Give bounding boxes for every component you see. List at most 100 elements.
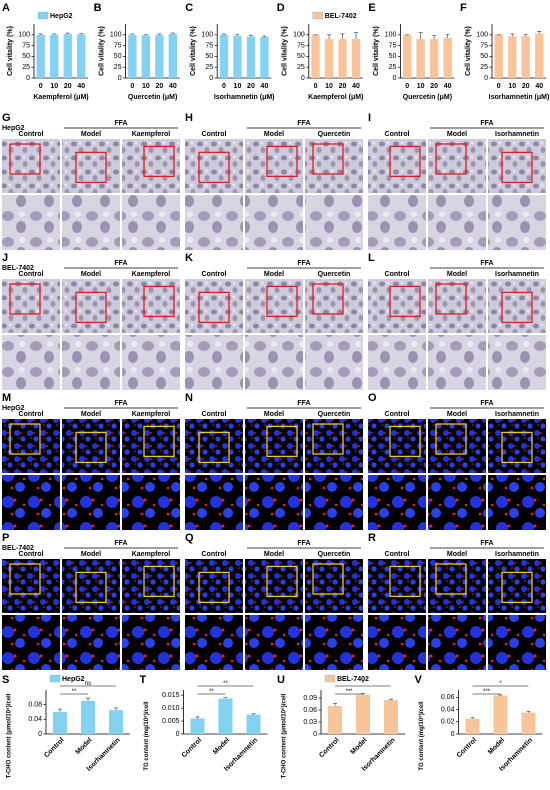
panel-letter: T	[140, 674, 147, 686]
zoom-box	[198, 431, 230, 464]
zoom-box	[266, 285, 298, 318]
group-label: FFA	[480, 120, 493, 127]
micrograph	[62, 559, 120, 613]
column-label: Model	[264, 271, 284, 278]
x-tick-label: 10	[417, 83, 425, 90]
column-label: Model	[81, 271, 101, 278]
x-tick-label: 0	[130, 83, 134, 90]
y-tick-label: 0	[209, 75, 213, 82]
zoom-box	[266, 425, 298, 458]
bar	[535, 33, 544, 78]
cell-line: BEL-7402	[2, 545, 34, 552]
zoom-box	[266, 145, 298, 178]
group-label: FFA	[114, 540, 127, 547]
micrograph	[428, 419, 486, 473]
bar	[233, 35, 242, 78]
significance-label: ***	[345, 689, 353, 695]
micrograph	[122, 559, 180, 613]
y-tick-label: 25	[389, 64, 397, 71]
micrograph-zoom	[122, 615, 180, 670]
significance-label: *	[499, 681, 502, 687]
zoom-box	[435, 423, 467, 455]
bar	[36, 34, 45, 78]
panel-letter: F	[460, 2, 467, 14]
error-bar	[38, 33, 43, 35]
micrograph-zoom	[62, 335, 120, 390]
zoom-box	[75, 571, 107, 604]
legend-label: BEL-7402	[325, 13, 357, 20]
micrograph-zoom	[368, 195, 426, 250]
micrograph-zoom	[245, 335, 303, 390]
micrograph	[2, 559, 60, 613]
bar	[416, 39, 425, 78]
panel-letter: C	[185, 2, 193, 14]
micrograph	[122, 419, 180, 473]
significance-label: **	[223, 681, 228, 687]
y-tick-label: 0	[118, 75, 122, 82]
micrograph-zoom	[488, 615, 546, 670]
x-tick-label: 10	[234, 83, 242, 90]
micrograph-zoom	[245, 475, 303, 530]
group-label: FFA	[297, 400, 310, 407]
bar	[128, 34, 137, 78]
error-bar	[526, 711, 531, 713]
error-bar	[498, 694, 503, 696]
x-tick-label: Model	[74, 737, 93, 756]
column-label: Control	[385, 411, 410, 418]
micrograph	[245, 419, 303, 473]
micrograph	[305, 279, 363, 333]
panel-letter: J	[2, 252, 8, 264]
zoom-box	[389, 565, 421, 598]
column-label: Quercetin	[318, 271, 351, 278]
micrograph-zoom	[428, 195, 486, 250]
y-tick-label: 0	[301, 75, 305, 82]
zoom-box	[143, 285, 175, 318]
y-tick-label: 50	[22, 53, 30, 60]
zoom-box	[389, 425, 421, 458]
panel-letter: S	[2, 674, 9, 686]
y-axis-label: Cell vitality (%)	[98, 26, 105, 76]
y-tick-label: 0.005	[162, 718, 180, 725]
micrograph-zoom	[305, 475, 363, 530]
micrograph-zoom	[245, 615, 303, 670]
y-tick-label: 75	[297, 42, 305, 49]
micrograph	[305, 419, 363, 473]
panel-letter: G	[2, 112, 11, 124]
error-bar	[114, 707, 118, 711]
micrograph-zoom	[122, 335, 180, 390]
y-tick-label: 100	[18, 32, 30, 39]
y-axis-label: T-CHO content (μmol/10⁶)/cell	[282, 693, 288, 778]
x-tick-label: 10	[142, 83, 150, 90]
column-label: Model	[81, 131, 101, 138]
panel-letter: E	[368, 2, 375, 14]
y-axis-label: Cell vitality (%)	[373, 26, 380, 76]
x-tick-label: 0	[314, 83, 318, 90]
panel-letter: V	[415, 674, 423, 686]
bar	[402, 34, 412, 78]
y-tick-label: 0	[392, 75, 396, 82]
micrograph	[62, 279, 120, 333]
zoom-box	[501, 431, 533, 464]
error-bar	[86, 697, 90, 701]
group-label: FFA	[114, 260, 127, 267]
bar	[521, 712, 536, 734]
column-label: Isorhamnetin	[495, 131, 539, 138]
micrograph	[185, 139, 243, 193]
y-axis-label: Cell vitality (%)	[7, 26, 14, 76]
x-tick-label: 0	[222, 83, 226, 90]
micrograph	[305, 559, 363, 613]
zoom-box	[435, 283, 467, 315]
x-axis-label: Isorhamnetin (μM)	[489, 94, 550, 101]
y-tick-label: 0.02	[441, 719, 455, 726]
bar	[493, 695, 508, 734]
zoom-box	[75, 151, 107, 184]
error-bar	[418, 32, 423, 40]
column-label: Model	[447, 131, 467, 138]
column-label: Control	[19, 551, 44, 558]
micrograph-zoom	[488, 475, 546, 530]
micrograph	[122, 279, 180, 333]
y-tick-label: 25	[480, 64, 488, 71]
significance-label: ns	[85, 681, 91, 687]
